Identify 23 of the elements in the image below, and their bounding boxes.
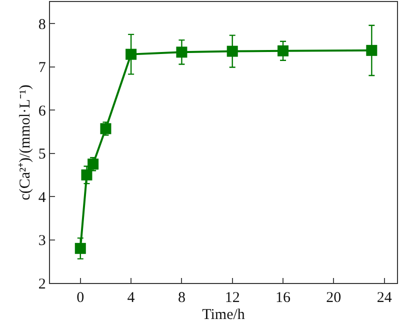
x-tick-label: 4 — [127, 290, 136, 306]
y-tick-label: 4 — [38, 190, 46, 206]
x-tick-label: 24 — [376, 290, 392, 306]
y-tick-label: 7 — [38, 60, 46, 76]
x-tick-label: 20 — [326, 290, 342, 306]
point — [81, 169, 92, 180]
x-tick-label: 8 — [178, 290, 186, 306]
point — [126, 48, 137, 60]
x-tick-label: 16 — [276, 290, 292, 306]
point — [176, 46, 188, 58]
x-tick-label: 0 — [76, 290, 84, 306]
x-axis-title: Time/h — [202, 307, 246, 323]
y-tick-label: 6 — [38, 103, 46, 120]
y-tick-label: 3 — [38, 233, 46, 250]
y-tick-label: 5 — [38, 146, 46, 163]
y-tick-label: 8 — [38, 16, 46, 33]
y-tick-label: 2 — [38, 276, 46, 292]
point — [366, 44, 378, 56]
y-axis-title: c(Ca²⁺)/(mmol·L⁻¹) — [18, 84, 34, 200]
point — [74, 242, 86, 254]
x-tick-label: 12 — [224, 290, 240, 306]
point — [278, 45, 289, 56]
point — [226, 46, 238, 57]
